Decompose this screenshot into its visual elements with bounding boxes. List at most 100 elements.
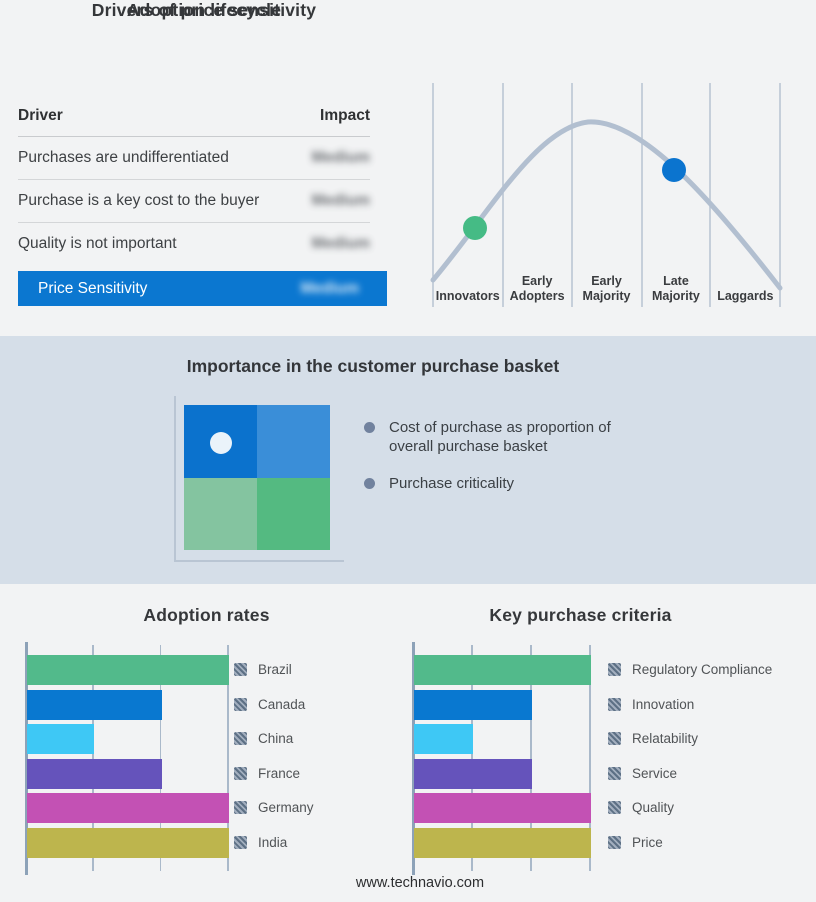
bullet-dot-icon bbox=[364, 422, 375, 433]
stage-label-early-adopters: Early Adopters bbox=[509, 274, 565, 303]
bullet-text: Cost of purchase as proportion of overal… bbox=[389, 419, 611, 455]
bar-price bbox=[414, 828, 591, 858]
legend-item-innovation: Innovation bbox=[608, 696, 694, 713]
adoption-rates-title: Adoption rates bbox=[143, 605, 270, 625]
purchase-matrix bbox=[184, 405, 330, 550]
impact-cell-redacted: Medium bbox=[311, 192, 370, 209]
bullet-item: Cost of purchase as proportion of overal… bbox=[364, 418, 642, 456]
legend-label: Price bbox=[632, 835, 663, 850]
matrix-marker-dot bbox=[210, 432, 232, 454]
late-majority-marker-dot bbox=[662, 158, 686, 182]
impact-cell-redacted: Medium bbox=[311, 149, 370, 166]
driver-cell: Purchases are undifferentiated bbox=[18, 149, 229, 166]
bar-innovation bbox=[414, 689, 532, 720]
impact-cell-redacted: Medium bbox=[311, 235, 370, 252]
bar-canada bbox=[27, 689, 162, 720]
stage-label-early-majority: Early Majority bbox=[582, 274, 631, 303]
legend-item-germany: Germany bbox=[234, 799, 314, 816]
legend-swatch-icon bbox=[608, 697, 621, 711]
legend-item-regulatory-compliance: Regulatory Compliance bbox=[608, 661, 772, 678]
basket-title: Importance in the customer purchase bask… bbox=[186, 356, 560, 376]
adoption-rates-chart: Brazil Canada China France Germany India bbox=[25, 640, 385, 875]
adoption-curve bbox=[430, 119, 783, 291]
driver-cell: Purchase is a key cost to the buyer bbox=[18, 192, 260, 209]
column-header-impact: Impact bbox=[320, 107, 370, 124]
lifecycle-panel-title: Adoption lifecycle bbox=[126, 0, 282, 20]
legend-item-price: Price bbox=[608, 834, 663, 851]
table-row: Purchases are undifferentiated Medium bbox=[18, 137, 370, 180]
legend-label: Innovation bbox=[632, 696, 695, 712]
drivers-table: Driver Impact Purchases are undifferenti… bbox=[18, 88, 370, 265]
legend-swatch-icon bbox=[608, 801, 621, 815]
table-row: Quality is not important Medium bbox=[18, 223, 370, 265]
legend-swatch-icon bbox=[234, 732, 247, 746]
bar-quality bbox=[414, 793, 591, 824]
innovators-marker-dot bbox=[463, 216, 487, 240]
legend-item-canada: Canada bbox=[234, 696, 305, 713]
column-header-driver: Driver bbox=[18, 107, 63, 124]
lifecycle-chart bbox=[430, 83, 783, 307]
stage-label-laggards: Laggards bbox=[717, 289, 774, 303]
y-axis-line bbox=[25, 642, 28, 875]
legend-label: Canada bbox=[258, 696, 306, 712]
bar-china bbox=[27, 724, 95, 755]
legend-item-quality: Quality bbox=[608, 799, 674, 816]
legend-item-china: China bbox=[234, 730, 293, 747]
drivers-panel-title: Drivers of price sensitivity bbox=[91, 0, 317, 20]
legend-swatch-icon bbox=[234, 663, 247, 676]
legend-swatch-icon bbox=[234, 697, 247, 711]
legend-item-relatability: Relatability bbox=[608, 730, 698, 747]
bar-germany bbox=[27, 793, 229, 824]
gridline bbox=[227, 645, 229, 871]
quadrant-bottom-left bbox=[184, 477, 257, 550]
legend-swatch-icon bbox=[234, 766, 247, 780]
key-purchase-criteria-title: Key purchase criteria bbox=[489, 605, 672, 625]
gridline bbox=[471, 645, 473, 871]
impact-cell-redacted: Medium bbox=[300, 279, 359, 297]
purchase-basket-band: Importance in the customer purchase bask… bbox=[0, 336, 816, 584]
driver-cell: Quality is not important bbox=[18, 235, 177, 252]
legend-label: Regulatory Compliance bbox=[632, 662, 773, 677]
footer-website-text: www.technavio.com bbox=[355, 875, 485, 891]
bullet-dot-icon bbox=[364, 478, 375, 489]
legend-swatch-icon bbox=[234, 801, 247, 815]
legend-item-france: France bbox=[234, 765, 300, 782]
legend-swatch-icon bbox=[608, 766, 621, 780]
bar-service bbox=[414, 758, 532, 789]
gridline bbox=[530, 645, 532, 871]
price-sensitivity-label: Price Sensitivity bbox=[38, 279, 148, 297]
legend-swatch-icon bbox=[608, 663, 621, 676]
bar-relatability bbox=[414, 724, 473, 755]
table-header-row: Driver Impact bbox=[18, 88, 370, 137]
legend-item-brazil: Brazil bbox=[234, 661, 292, 678]
matrix-axis-frame bbox=[174, 396, 344, 562]
legend-item-india: India bbox=[234, 834, 287, 851]
y-axis-line bbox=[412, 642, 415, 875]
legend-swatch-icon bbox=[234, 836, 247, 849]
bar-france bbox=[27, 758, 162, 789]
legend-label: India bbox=[258, 835, 288, 850]
bar-brazil bbox=[27, 655, 229, 685]
legend-label: Quality bbox=[632, 800, 675, 816]
gridline bbox=[92, 645, 94, 871]
legend-swatch-icon bbox=[608, 732, 621, 746]
gridline bbox=[159, 645, 162, 871]
bar-regulatory-compliance bbox=[414, 655, 591, 685]
stage-label-late-majority: Late Majority bbox=[651, 274, 700, 303]
stage-divider-lines bbox=[432, 83, 781, 307]
legend-label: Relatability bbox=[632, 731, 699, 747]
bullet-text: Purchase criticality bbox=[389, 475, 515, 492]
legend-label: Brazil bbox=[258, 662, 292, 677]
legend-label: Service bbox=[632, 765, 678, 781]
key-purchase-criteria-chart: Regulatory Compliance Innovation Relatabil… bbox=[412, 640, 816, 875]
bullet-item: Purchase criticality bbox=[364, 474, 642, 493]
gridline bbox=[589, 645, 591, 871]
price-sensitivity-highlight-row: Price Sensitivity Medium bbox=[18, 271, 387, 306]
table-row: Purchase is a key cost to the buyer Medi… bbox=[18, 180, 370, 223]
lifecycle-stage-labels: Innovators Early Adopters Early Majority La… bbox=[433, 250, 780, 306]
bar-india bbox=[27, 828, 229, 858]
legend-label: Germany bbox=[258, 800, 314, 816]
quadrant-top-right bbox=[257, 405, 330, 478]
bullet-list: Cost of purchase as proportion of overal… bbox=[364, 418, 642, 511]
